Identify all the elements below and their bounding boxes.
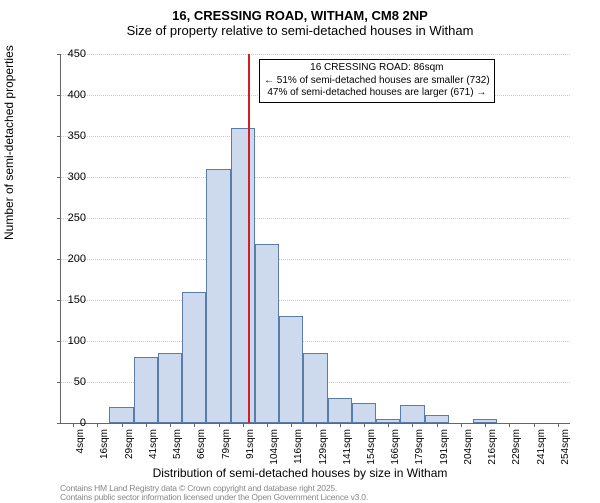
reference-line <box>248 54 250 423</box>
gridline <box>61 341 570 342</box>
histogram-bar <box>206 169 230 423</box>
histogram-bar <box>255 244 279 423</box>
title-subtitle: Size of property relative to semi-detach… <box>0 23 600 38</box>
xtick-mark <box>509 423 510 427</box>
xtick-mark <box>388 423 389 427</box>
xtick-mark <box>461 423 462 427</box>
histogram-bar <box>303 353 327 423</box>
histogram-bar <box>400 405 424 423</box>
xtick-mark <box>97 423 98 427</box>
x-axis-label: Distribution of semi-detached houses by … <box>0 466 600 480</box>
ytick-label: 450 <box>46 48 86 60</box>
footnote-line2: Contains public sector information licen… <box>60 493 368 502</box>
y-axis-label: Number of semi-detached properties <box>2 45 16 240</box>
gridline <box>61 259 570 260</box>
xtick-mark <box>485 423 486 427</box>
histogram-bar <box>425 415 449 423</box>
xtick-mark <box>316 423 317 427</box>
title-address: 16, CRESSING ROAD, WITHAM, CM8 2NP <box>0 8 600 23</box>
ytick-label: 250 <box>46 212 86 224</box>
histogram-bar <box>231 128 255 423</box>
histogram-bar <box>158 353 182 423</box>
xtick-mark <box>340 423 341 427</box>
histogram-bar <box>134 357 158 423</box>
xtick-mark <box>291 423 292 427</box>
plot-area: 16 CRESSING ROAD: 86sqm← 51% of semi-det… <box>60 54 570 424</box>
xtick-mark <box>219 423 220 427</box>
gridline <box>61 218 570 219</box>
ytick-label: 350 <box>46 130 86 142</box>
annotation-line3: 47% of semi-detached houses are larger (… <box>264 87 490 100</box>
ytick-label: 50 <box>46 376 86 388</box>
chart-container: 16, CRESSING ROAD, WITHAM, CM8 2NP Size … <box>0 0 600 500</box>
histogram-bar <box>182 292 206 423</box>
xtick-mark <box>412 423 413 427</box>
xtick-mark <box>122 423 123 427</box>
ytick-label: 100 <box>46 335 86 347</box>
title-block: 16, CRESSING ROAD, WITHAM, CM8 2NP Size … <box>0 0 600 38</box>
annotation-box: 16 CRESSING ROAD: 86sqm← 51% of semi-det… <box>259 59 495 103</box>
ytick-label: 150 <box>46 294 86 306</box>
xtick-mark <box>267 423 268 427</box>
xtick-mark <box>364 423 365 427</box>
gridline <box>61 177 570 178</box>
xtick-mark <box>534 423 535 427</box>
xtick-mark <box>170 423 171 427</box>
histogram-bar <box>279 316 303 423</box>
xtick-mark <box>437 423 438 427</box>
annotation-line2: ← 51% of semi-detached houses are smalle… <box>264 75 490 88</box>
histogram-bar <box>328 398 352 423</box>
ytick-label: 0 <box>46 417 86 429</box>
xtick-mark <box>194 423 195 427</box>
xtick-mark <box>146 423 147 427</box>
ytick-label: 200 <box>46 253 86 265</box>
gridline <box>61 54 570 55</box>
ytick-label: 300 <box>46 171 86 183</box>
annotation-line1: 16 CRESSING ROAD: 86sqm <box>264 62 490 75</box>
histogram-bar <box>352 403 376 424</box>
ytick-label: 400 <box>46 89 86 101</box>
gridline <box>61 300 570 301</box>
xtick-mark <box>558 423 559 427</box>
histogram-bar <box>109 407 133 423</box>
xtick-mark <box>243 423 244 427</box>
gridline <box>61 136 570 137</box>
